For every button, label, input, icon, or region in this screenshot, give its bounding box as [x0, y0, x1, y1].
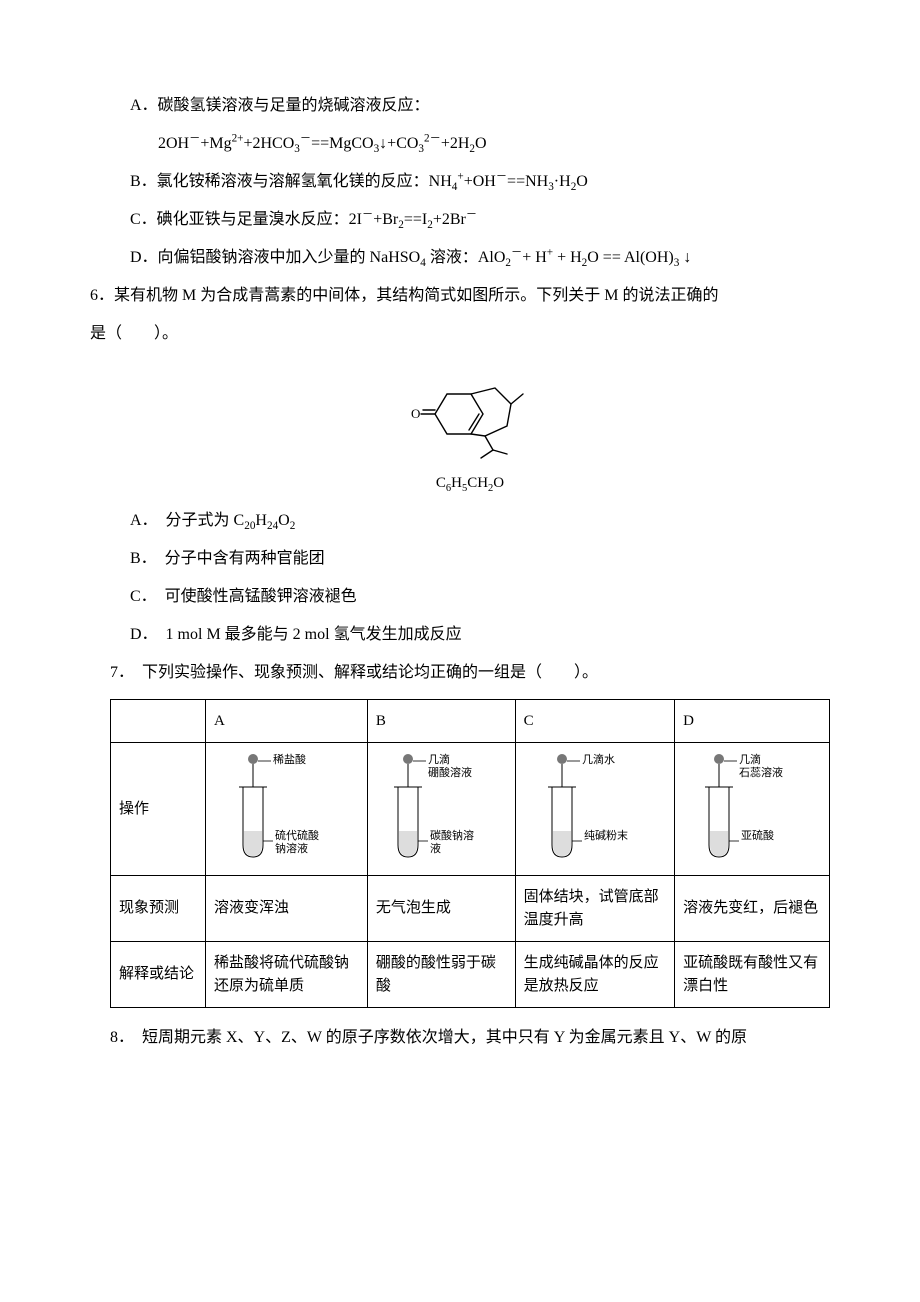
svg-text:亚硫酸: 亚硫酸 — [741, 828, 774, 842]
svg-text:石蕊溶液: 石蕊溶液 — [739, 765, 783, 779]
q6-option-a: A． 分子式为 C20H24O2 — [110, 509, 830, 533]
svg-text:稀盐酸: 稀盐酸 — [273, 753, 306, 766]
q7-row2-d: 溶液先变红，后褪色 — [675, 876, 830, 942]
q6-stem-line2: 是（ ）。 — [90, 322, 830, 346]
svg-text:硫代硫酸: 硫代硫酸 — [275, 828, 319, 842]
q7-row3-label: 解释或结论 — [111, 942, 206, 1008]
q7-stem: 7． 下列实验操作、现象预测、解释或结论均正确的一组是（ ）。 — [110, 661, 830, 685]
q6-stem-line1: 6．某有机物 M 为合成青蒿素的中间体，其结构简式如图所示。下列关于 M 的说法… — [90, 284, 830, 308]
q7-tube-a: 稀盐酸 硫代硫酸钠溶液 — [206, 743, 368, 876]
q7-row-operation: 操作 稀盐酸 硫代硫酸钠溶液 几滴硼酸溶液 碳酸钠溶液 — [111, 743, 830, 876]
svg-text:纯碱粉末: 纯碱粉末 — [584, 828, 628, 842]
q7-row3-a: 稀盐酸将硫代硫酸钠还原为硫单质 — [206, 942, 368, 1008]
q6-figure-caption: C6H5CH2O — [110, 472, 830, 495]
q7-row3-b: 硼酸的酸性弱于碳酸 — [367, 942, 515, 1008]
q7-row-conclusion: 解释或结论 稀盐酸将硫代硫酸钠还原为硫单质 硼酸的酸性弱于碳酸 生成纯碱晶体的反… — [111, 942, 830, 1008]
q6-option-c: C． 可使酸性高锰酸钾溶液褪色 — [110, 585, 830, 609]
svg-text:几滴: 几滴 — [428, 753, 450, 766]
test-tube-icon: 几滴石蕊溶液 亚硫酸 — [687, 753, 817, 865]
q7-tube-d: 几滴石蕊溶液 亚硫酸 — [675, 743, 830, 876]
test-tube-icon: 几滴硼酸溶液 碳酸钠溶液 — [376, 753, 506, 865]
svg-text:碳酸钠溶: 碳酸钠溶 — [430, 828, 474, 842]
test-tube-icon: 稀盐酸 硫代硫酸钠溶液 — [221, 753, 351, 865]
q7-tube-c: 几滴水 纯碱粉末 — [515, 743, 675, 876]
q5-option-b: B．氯化铵稀溶液与溶解氢氧化镁的反应：NH4++OH－==NH3·H2O — [110, 170, 830, 194]
q7-header-row: A B C D — [111, 699, 830, 743]
q7-col-c: C — [515, 699, 675, 743]
svg-text:硼酸溶液: 硼酸溶液 — [428, 765, 472, 779]
q7-row-phenomenon: 现象预测 溶液变浑浊 无气泡生成 固体结块，试管底部温度升高 溶液先变红，后褪色 — [111, 876, 830, 942]
q7-row3-d: 亚硫酸既有酸性又有漂白性 — [675, 942, 830, 1008]
q7-row3-c: 生成纯碱晶体的反应是放热反应 — [515, 942, 675, 1008]
q7-row2-c: 固体结块，试管底部温度升高 — [515, 876, 675, 942]
q7-table: A B C D 操作 稀盐酸 硫代硫酸钠溶液 几滴硼酸溶液 碳酸钠溶液 — [110, 699, 830, 1009]
q7-col-b: B — [367, 699, 515, 743]
q5-option-a-line2: 2OH－+Mg2++2HCO3－==MgCO3↓+CO32－+2H2O — [110, 132, 830, 156]
q7-row2-label: 现象预测 — [111, 876, 206, 942]
q5-option-a-line1: A．碳酸氢镁溶液与足量的烧碱溶液反应： — [110, 94, 830, 118]
svg-text:几滴: 几滴 — [739, 753, 761, 766]
q6-structure-figure: O — [110, 364, 830, 468]
q5-option-c: C．碘化亚铁与足量溴水反应：2I－+Br2==I2+2Br－ — [110, 208, 830, 232]
q8-stem: 8． 短周期元素 X、Y、Z、W 的原子序数依次增大，其中只有 Y 为金属元素且… — [110, 1026, 830, 1050]
test-tube-icon: 几滴水 纯碱粉末 — [530, 753, 660, 865]
molecule-icon: O — [405, 364, 535, 460]
q6-option-b: B． 分子中含有两种官能团 — [110, 547, 830, 571]
svg-text:钠溶液: 钠溶液 — [275, 841, 308, 855]
svg-text:几滴水: 几滴水 — [582, 753, 615, 766]
q7-tube-b: 几滴硼酸溶液 碳酸钠溶液 — [367, 743, 515, 876]
q7-col-a: A — [206, 699, 368, 743]
svg-text:液: 液 — [430, 841, 441, 855]
q7-row2-b: 无气泡生成 — [367, 876, 515, 942]
q6-option-d: D． 1 mol M 最多能与 2 mol 氢气发生加成反应 — [110, 623, 830, 647]
q5-option-d: D．向偏铝酸钠溶液中加入少量的 NaHSO4 溶液：AlO2－+ H+ + H2… — [110, 246, 830, 270]
svg-text:O: O — [411, 406, 420, 421]
q7-header-blank — [111, 699, 206, 743]
q7-row2-a: 溶液变浑浊 — [206, 876, 368, 942]
q7-col-d: D — [675, 699, 830, 743]
q7-row1-label: 操作 — [111, 743, 206, 876]
